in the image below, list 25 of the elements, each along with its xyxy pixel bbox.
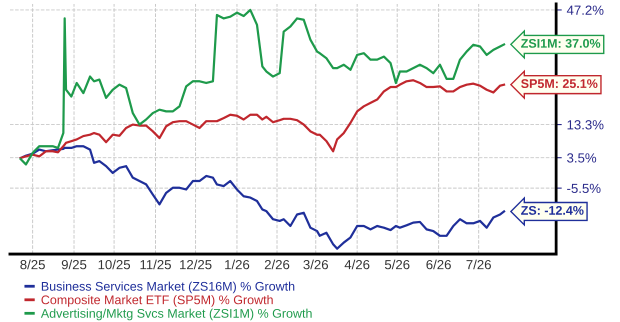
annotation: SP5M: 25.1% — [521, 79, 598, 88]
y-tick-label: 3.5% — [567, 153, 596, 163]
line-series — [19, 8, 506, 166]
x-tick-label: 1/26 — [225, 260, 250, 270]
x-tick-label: 7/26 — [466, 260, 491, 270]
legend-label: Advertising/Mktg Svcs Market (ZSI1M) % Growth — [40, 308, 312, 320]
x-tick-label: 3/26 — [303, 260, 328, 270]
annotation: ZSI1M: 37.0% — [521, 38, 600, 48]
x-tick-label: 9/25 — [62, 260, 86, 270]
x-tick-label: 2/26 — [264, 260, 290, 270]
x-tick-label: 5/26 — [384, 260, 410, 270]
legend-label: Business Services Market (ZS16M) % Growth — [42, 282, 294, 294]
x-tick-label: 8/25 — [20, 260, 45, 270]
legend-label: Composite Market ETF (SP5M) % Growth — [41, 295, 273, 307]
annotation: ZS: -12.4% — [521, 206, 584, 215]
y-tick-label: 13.3% — [568, 120, 604, 130]
x-tick-label: 10/25 — [98, 260, 130, 270]
x-tick-label: 6/26 — [426, 260, 451, 270]
y-tick-label: 47.2% — [566, 6, 604, 15]
x-tick-label: 4/26 — [344, 260, 370, 270]
line-series — [19, 79, 506, 160]
y-tick-label: -5.5% — [567, 184, 601, 194]
x-tick-label: 12/25 — [180, 260, 212, 270]
x-tick-label: 11/25 — [140, 260, 171, 270]
line-series — [19, 145, 506, 250]
